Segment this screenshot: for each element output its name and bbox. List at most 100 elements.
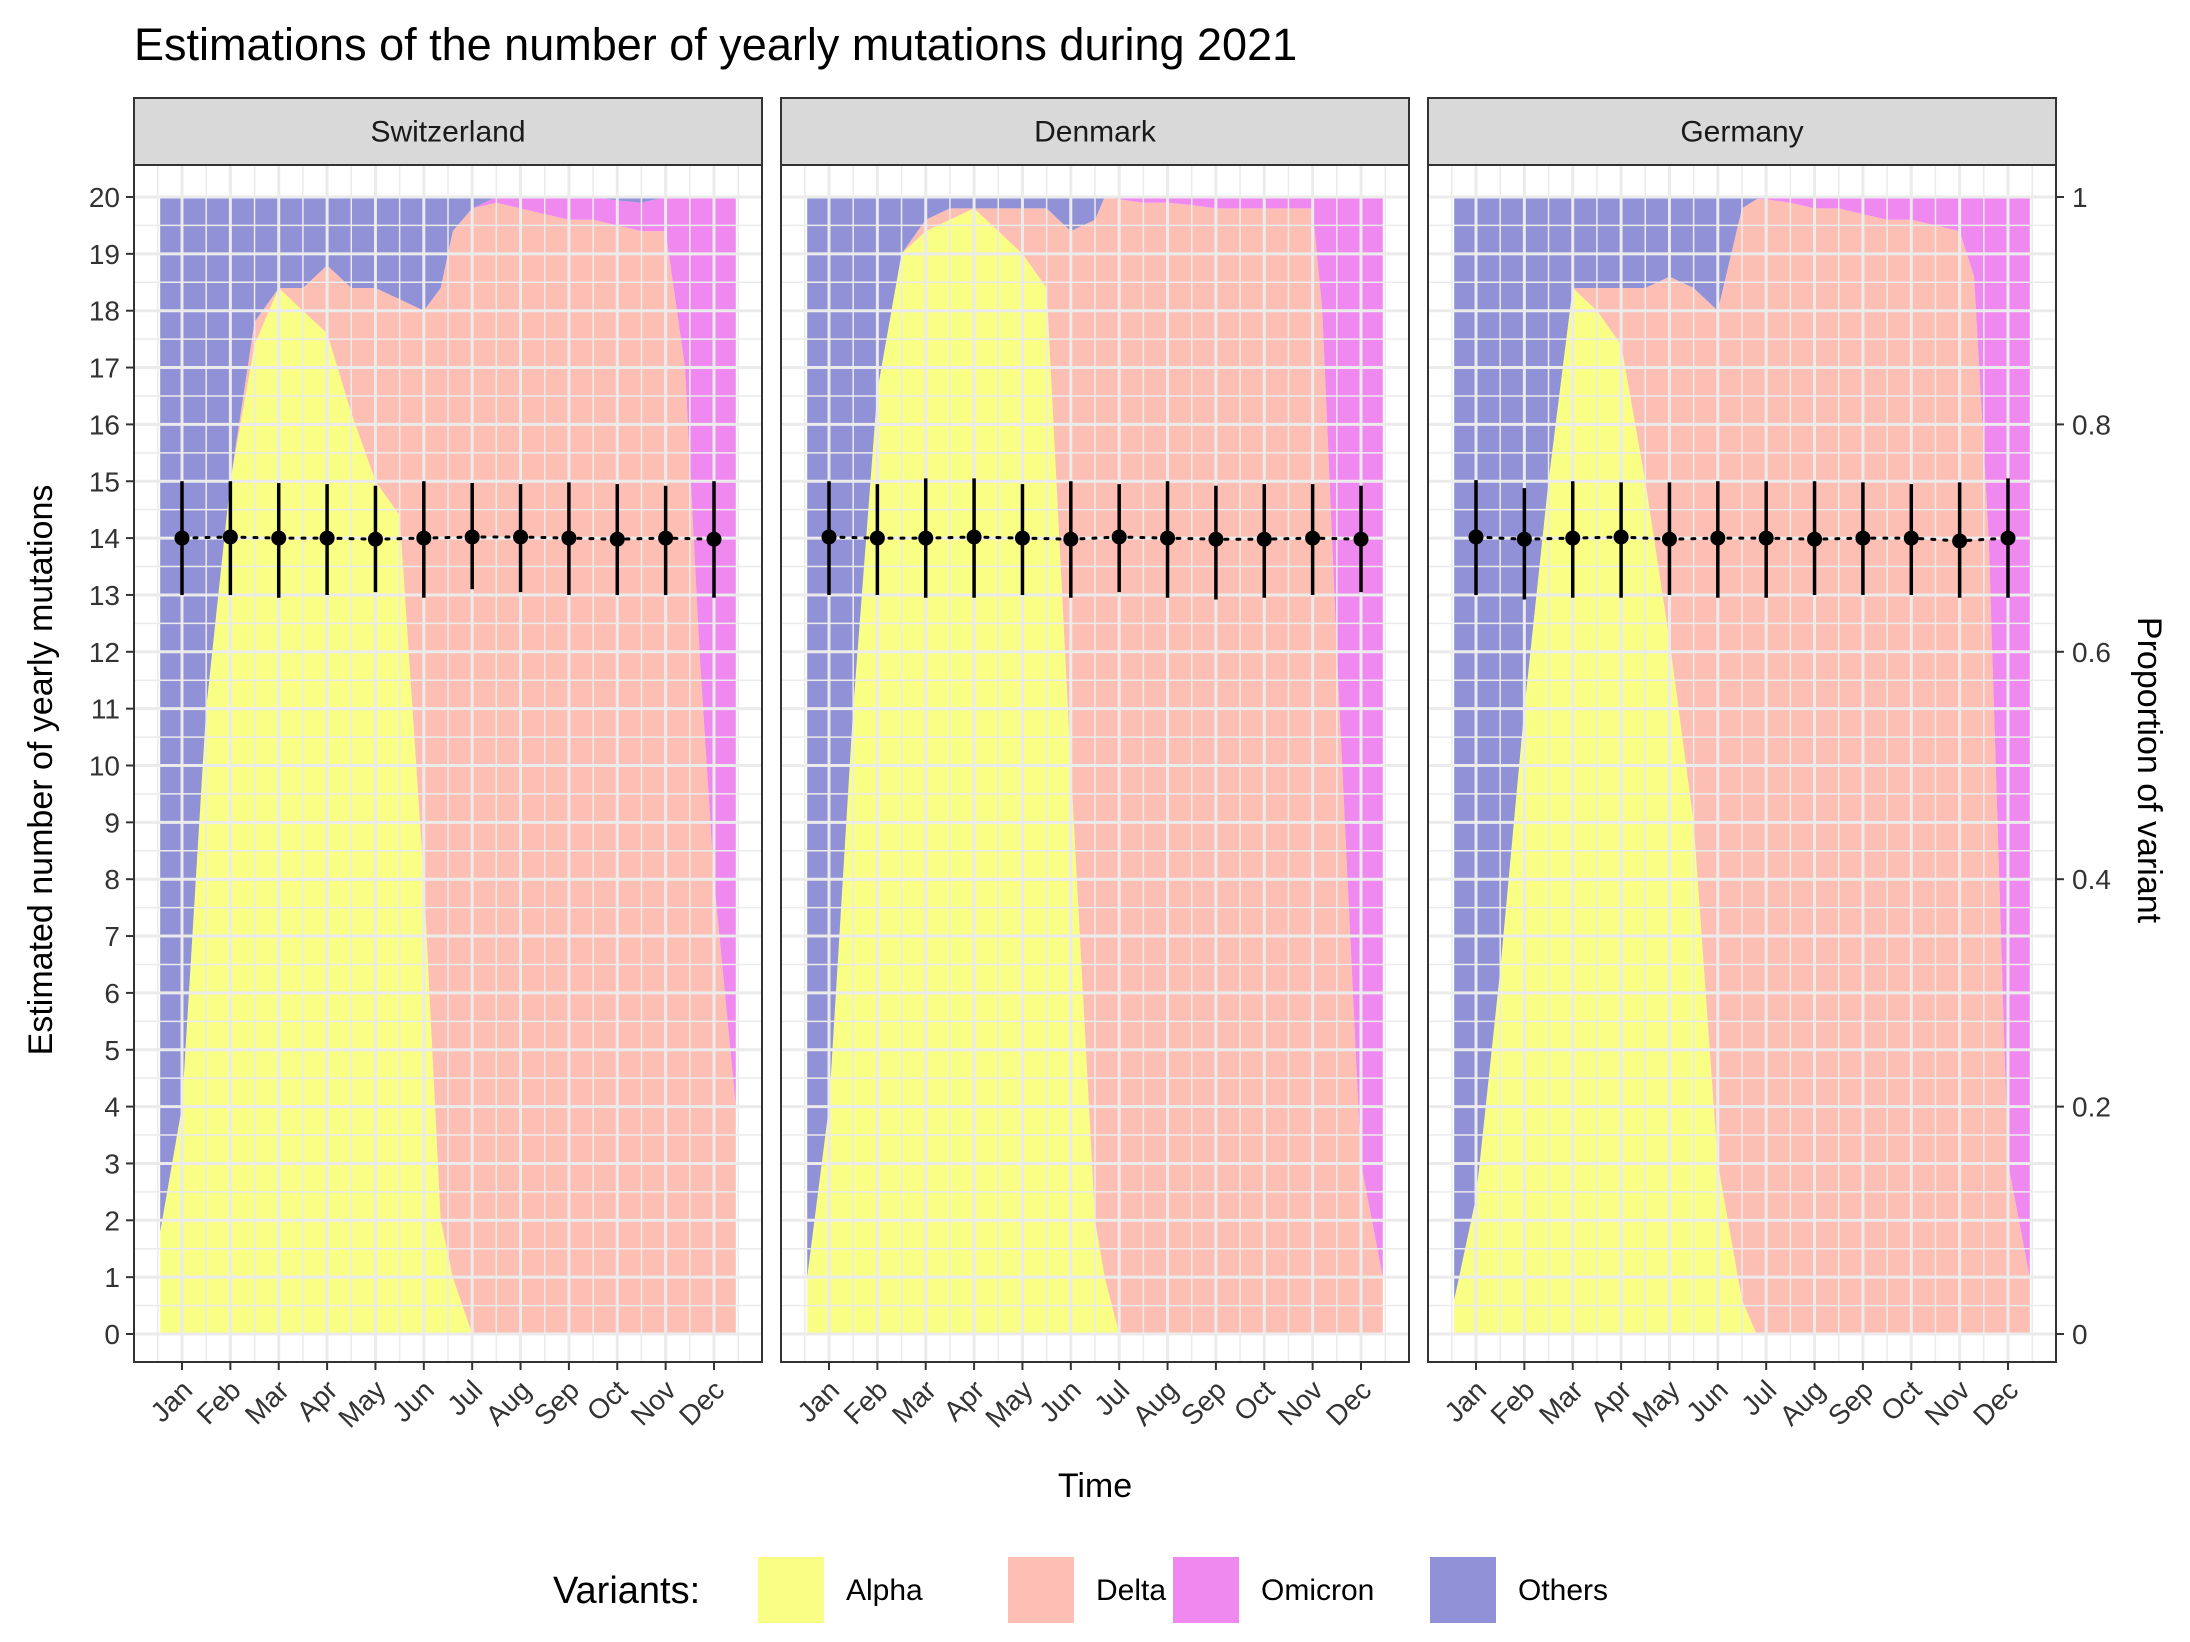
y-right-tick-label: 0 xyxy=(2072,1319,2088,1350)
x-tick-label-feb: Feb xyxy=(1485,1374,1541,1430)
y-axis-right-title: Proportion of variant xyxy=(2130,617,2168,924)
y-tick-label: 13 xyxy=(89,580,120,611)
point-aug xyxy=(513,529,529,545)
facet-strip xyxy=(133,97,763,166)
point-apr xyxy=(1613,529,1629,545)
x-tick-label-jul: Jul xyxy=(441,1374,488,1421)
x-tick-label-jun: Jun xyxy=(1680,1374,1734,1428)
x-tick-label-jan: Jan xyxy=(791,1374,845,1428)
y-tick-label: 6 xyxy=(104,978,120,1009)
facet-strip-label: Switzerland xyxy=(370,116,525,149)
legend-key-others xyxy=(1430,1557,1496,1623)
x-tick-label-nov: Nov xyxy=(625,1374,682,1431)
point-feb xyxy=(1516,531,1532,547)
y-tick-label: 9 xyxy=(104,807,120,838)
y-tick-label: 5 xyxy=(104,1035,120,1066)
x-tick-label-aug: Aug xyxy=(1127,1374,1184,1431)
y-right-tick-label: 0.8 xyxy=(2072,409,2111,440)
x-tick-label-jan: Jan xyxy=(1438,1374,1492,1428)
point-sep xyxy=(1208,531,1224,547)
x-tick-label-oct: Oct xyxy=(1228,1374,1281,1427)
legend-key-delta xyxy=(1008,1557,1074,1623)
y-tick-label: 2 xyxy=(104,1205,120,1236)
x-tick-label-apr: Apr xyxy=(291,1374,344,1427)
area-alpha xyxy=(1454,288,2030,1334)
x-tick-label-jul: Jul xyxy=(1088,1374,1135,1421)
point-oct xyxy=(1256,531,1272,547)
legend-label-delta: Delta xyxy=(1096,1574,1166,1607)
x-tick-label-sep: Sep xyxy=(528,1374,585,1431)
point-jun xyxy=(416,530,432,546)
legend-entries: Alpha Delta Omicron Others xyxy=(758,1557,1608,1623)
y-tick-label: 0 xyxy=(104,1319,120,1350)
point-sep xyxy=(1855,530,1871,546)
x-tick-label-nov: Nov xyxy=(1919,1374,1976,1431)
legend-title: Variants: xyxy=(553,1570,700,1612)
legend-key-alpha xyxy=(758,1557,824,1623)
x-tick-label-may: May xyxy=(979,1374,1038,1433)
area-others xyxy=(1454,197,2030,1300)
y-right-tick-label: 0.2 xyxy=(2072,1092,2111,1123)
point-oct xyxy=(1903,530,1919,546)
x-tick-label-apr: Apr xyxy=(1585,1374,1638,1427)
y-tick-label: 20 xyxy=(89,182,120,213)
y-tick-label: 11 xyxy=(91,694,120,725)
y-tick-label: 1 xyxy=(104,1262,120,1293)
x-tick-label-mar: Mar xyxy=(886,1374,942,1430)
x-tick-label-mar: Mar xyxy=(1533,1374,1589,1430)
point-apr xyxy=(966,529,982,545)
x-tick-label-jul: Jul xyxy=(1735,1374,1782,1421)
point-aug xyxy=(1160,530,1176,546)
y-tick-label: 19 xyxy=(89,239,120,270)
y-right-tick-label: 0.4 xyxy=(2072,864,2111,895)
point-mar xyxy=(271,530,287,546)
y-tick-label: 7 xyxy=(104,921,120,952)
point-jan xyxy=(174,530,190,546)
point-may xyxy=(367,531,383,547)
chart-title: Estimations of the number of yearly muta… xyxy=(134,19,1297,70)
facet-strip xyxy=(1427,97,2057,166)
point-nov xyxy=(1305,530,1321,546)
point-aug xyxy=(1807,531,1823,547)
estimate-line xyxy=(180,535,716,541)
y-axis-right: 0 0.2 0.4 0.6 0.8 1 xyxy=(2056,182,2111,1350)
point-mar xyxy=(1565,530,1581,546)
point-oct xyxy=(609,531,625,547)
panel-border xyxy=(133,164,763,1363)
point-may xyxy=(1014,530,1030,546)
area-alpha xyxy=(807,208,1383,1334)
facet-strip xyxy=(780,97,1410,166)
x-tick-label-jun: Jun xyxy=(1033,1374,1087,1428)
y-tick-label: 14 xyxy=(89,523,120,554)
point-jul xyxy=(1758,530,1774,546)
y-tick-label: 4 xyxy=(104,1092,120,1123)
area-omicron xyxy=(160,197,736,1232)
x-tick-label-apr: Apr xyxy=(938,1374,991,1427)
y-axis-title: Estimated number of yearly mutations xyxy=(22,485,60,1056)
x-tick-label-may: May xyxy=(332,1374,391,1433)
point-dec xyxy=(2000,530,2016,546)
panel-border xyxy=(780,164,1410,1363)
y-tick-label: 8 xyxy=(104,864,120,895)
facet-strip-label: Denmark xyxy=(1034,116,1157,149)
point-jan xyxy=(1468,529,1484,545)
x-tick-label-jun: Jun xyxy=(386,1374,440,1428)
x-tick-label-oct: Oct xyxy=(1875,1374,1928,1427)
legend: Variants: Alpha Delta Omicron Others xyxy=(553,1557,1608,1623)
x-tick-label-feb: Feb xyxy=(838,1374,894,1430)
point-jun xyxy=(1063,531,1079,547)
point-nov xyxy=(658,530,674,546)
x-tick-label-feb: Feb xyxy=(191,1374,247,1430)
grid-lines xyxy=(1428,165,2056,1362)
x-tick-label-mar: Mar xyxy=(239,1374,295,1430)
panel-border xyxy=(1427,164,2057,1363)
point-may xyxy=(1661,531,1677,547)
x-tick-label-oct: Oct xyxy=(581,1374,634,1427)
legend-label-alpha: Alpha xyxy=(846,1574,923,1607)
point-dec xyxy=(1353,531,1369,547)
point-mar xyxy=(918,530,934,546)
